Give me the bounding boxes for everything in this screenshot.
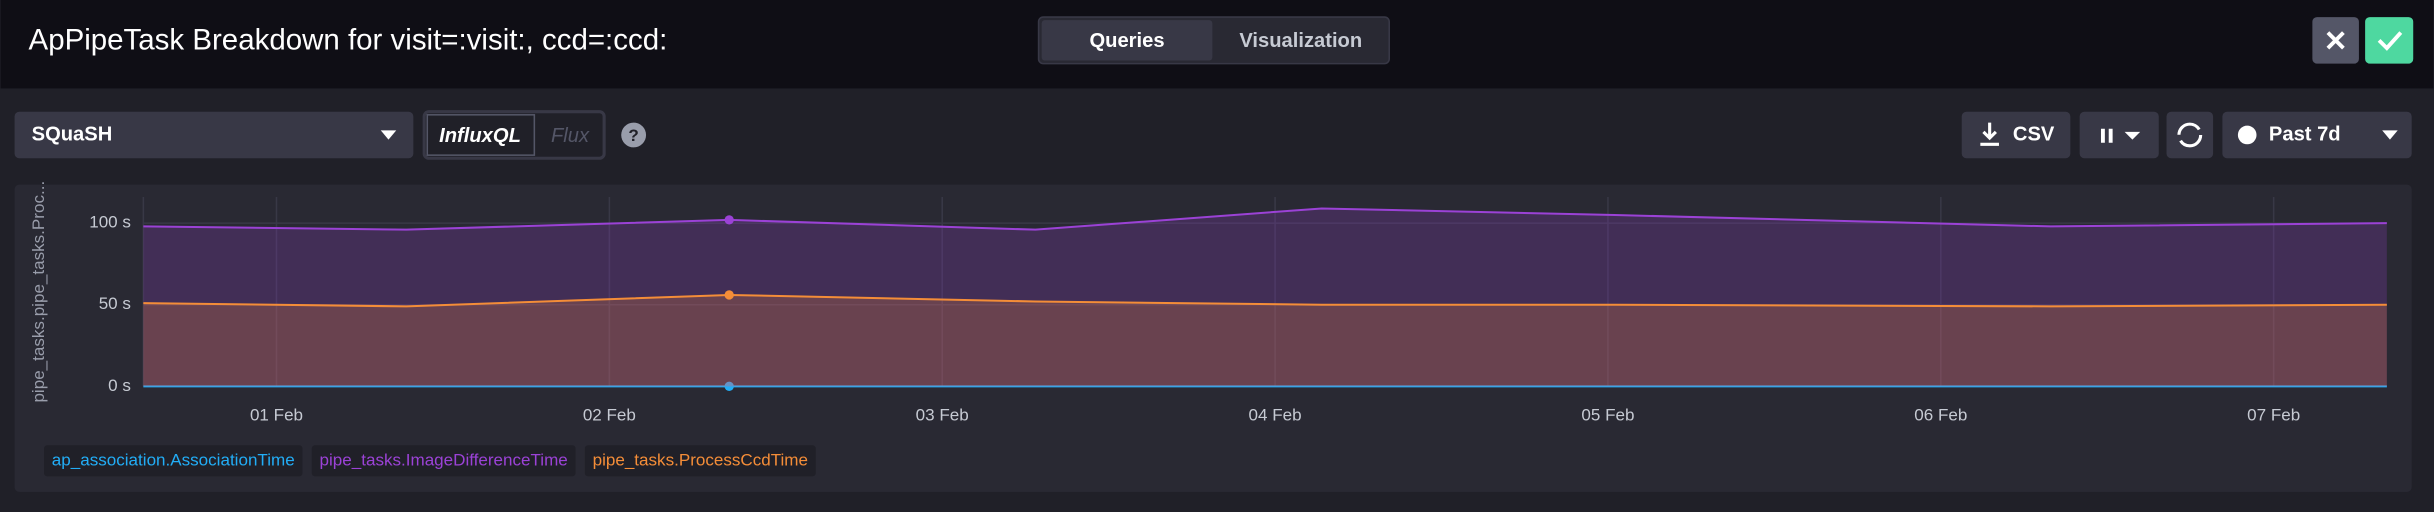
tab-active[interactable] bbox=[1041, 20, 1213, 61]
legend-chip bbox=[584, 445, 816, 477]
legend-label: pipe_tasks.ImageDifferenceTime bbox=[320, 450, 568, 469]
legend-label: ap_association.AssociationTime bbox=[52, 450, 295, 469]
x-tick-label: 07 Feb bbox=[2247, 405, 2300, 424]
caret bbox=[380, 130, 397, 140]
clock-icon bbox=[2237, 125, 2257, 145]
graph-panel bbox=[14, 184, 2412, 492]
language-active[interactable] bbox=[426, 114, 536, 156]
series-line bbox=[143, 293, 2387, 308]
help-glyph: ? bbox=[628, 126, 638, 145]
x-tick-label: 04 Feb bbox=[1249, 405, 1302, 424]
tab[interactable]: Queries bbox=[1089, 30, 1164, 52]
pause-button[interactable] bbox=[2079, 111, 2159, 159]
x-tick-label: 05 Feb bbox=[1581, 405, 1634, 424]
download-icon bbox=[1980, 122, 1999, 146]
series-line bbox=[143, 207, 2387, 231]
check-icon bbox=[2377, 31, 2403, 51]
series-area bbox=[143, 208, 2387, 387]
confirm-button[interactable] bbox=[2365, 17, 2414, 64]
y-axis-label: pipe_tasks.pipe_tasks.Proc... bbox=[29, 181, 48, 403]
hover-point bbox=[724, 381, 734, 391]
hover-point bbox=[724, 290, 734, 300]
page-title: ApPipeTask Breakdown for visit=:visit:, … bbox=[29, 24, 668, 57]
close-icon bbox=[2326, 31, 2345, 50]
legend-label: pipe_tasks.ProcessCcdTime bbox=[593, 450, 808, 469]
x-tick-label: 01 Feb bbox=[250, 405, 303, 424]
x-tick-label: 02 Feb bbox=[583, 405, 636, 424]
time-range-dropdown[interactable] bbox=[2222, 111, 2412, 159]
y-tick-label: 0 s bbox=[108, 376, 131, 395]
database-name: SQuaSH bbox=[32, 123, 113, 145]
legend-chip bbox=[311, 445, 576, 477]
language[interactable]: Flux bbox=[551, 125, 590, 147]
time-range: Past 7d bbox=[2269, 123, 2341, 145]
y-tick-label: 100 s bbox=[89, 213, 131, 232]
database-dropdown[interactable] bbox=[14, 111, 414, 159]
help-icon[interactable] bbox=[621, 122, 647, 148]
hover-point bbox=[724, 215, 734, 225]
tab[interactable]: Visualization bbox=[1239, 30, 1362, 52]
caret bbox=[2124, 131, 2141, 140]
x-tick-label: 03 Feb bbox=[916, 405, 969, 424]
series-area bbox=[143, 294, 2387, 387]
plot: 0 s 50 s 100 s 01 Feb 02 Feb 03 Feb 04 Feb 05 F… bbox=[44, 197, 2387, 477]
legend-chip bbox=[44, 445, 303, 477]
language[interactable]: InfluxQL bbox=[439, 125, 521, 147]
csv-label: CSV bbox=[2013, 123, 2055, 145]
y-tick-label: 50 s bbox=[99, 294, 131, 313]
caret bbox=[2382, 130, 2398, 140]
refresh-button[interactable] bbox=[2166, 111, 2214, 159]
x-tick-label: 06 Feb bbox=[1914, 405, 1967, 424]
pause-icon bbox=[2100, 128, 2113, 143]
